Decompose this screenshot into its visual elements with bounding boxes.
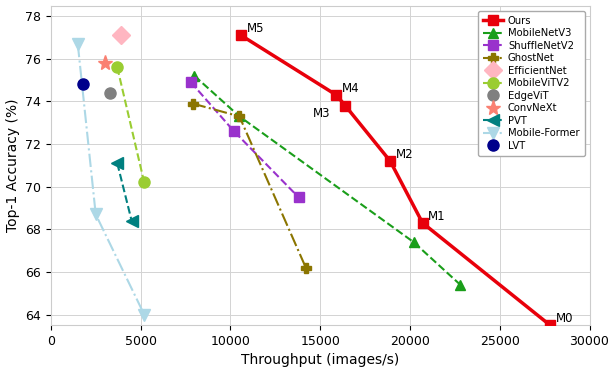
Line: MobileViTV2: MobileViTV2: [112, 62, 150, 188]
Text: M4: M4: [342, 82, 359, 95]
Line: PVT: PVT: [112, 158, 137, 226]
Line: GhostNet: GhostNet: [188, 99, 311, 273]
MobileNetV3: [456, 282, 464, 287]
GhostNet: [236, 114, 243, 119]
Ours: [386, 159, 394, 163]
Ours: [333, 93, 340, 97]
Text: M3: M3: [313, 107, 330, 120]
Line: Ours: Ours: [236, 31, 555, 330]
ShuffleNetV2: [230, 129, 237, 134]
MobileNetV3: [410, 240, 417, 244]
Mobile-Former: [140, 312, 148, 317]
MobileViTV2: [140, 180, 148, 185]
Y-axis label: Top-1 Accuracy (%): Top-1 Accuracy (%): [6, 98, 20, 232]
Ours: [341, 103, 349, 108]
ShuffleNetV2: [187, 80, 194, 85]
MobileNetV3: [191, 73, 198, 78]
ShuffleNetV2: [295, 195, 303, 200]
Ours: [419, 221, 426, 225]
Legend: Ours, MobileNetV3, ShuffleNetV2, GhostNet, EfficientNet, MobileViTV2, EdgeViT, C: Ours, MobileNetV3, ShuffleNetV2, GhostNe…: [478, 10, 584, 156]
Mobile-Former: [92, 212, 100, 217]
Text: M2: M2: [395, 148, 413, 161]
Text: M1: M1: [428, 210, 445, 223]
Line: Mobile-Former: Mobile-Former: [72, 38, 150, 320]
Text: M5: M5: [247, 22, 264, 35]
X-axis label: Throughput (images/s): Throughput (images/s): [241, 354, 399, 367]
PVT: [114, 161, 121, 166]
Line: ShuffleNetV2: ShuffleNetV2: [186, 78, 303, 202]
PVT: [128, 219, 135, 223]
GhostNet: [302, 266, 309, 270]
Text: M0: M0: [555, 312, 573, 325]
Line: MobileNetV3: MobileNetV3: [189, 71, 465, 289]
Mobile-Former: [74, 42, 81, 46]
GhostNet: [189, 101, 196, 106]
Ours: [237, 33, 245, 38]
MobileViTV2: [114, 65, 121, 70]
MobileNetV3: [236, 114, 243, 119]
Ours: [546, 323, 554, 327]
